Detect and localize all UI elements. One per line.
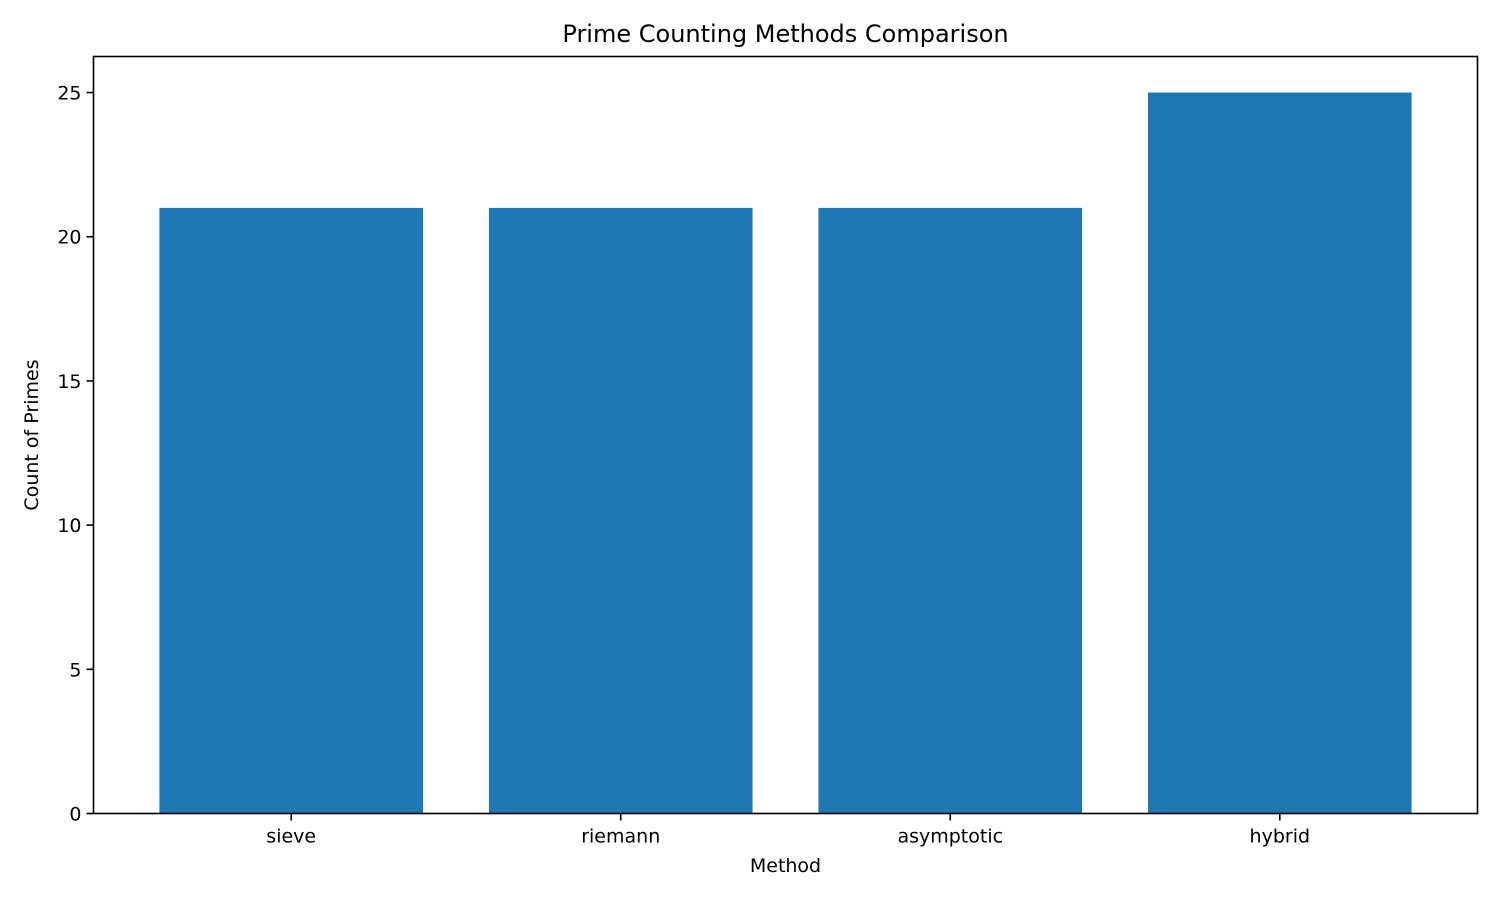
y-tick-label: 20	[57, 227, 81, 249]
bar-asymptotic	[818, 207, 1083, 814]
y-tick-label: 15	[57, 371, 81, 393]
x-tick-label-sieve: sieve	[266, 826, 316, 848]
y-tick-label: 10	[57, 515, 81, 537]
bar-hybrid	[1147, 92, 1412, 814]
y-axis: 0 5 10 15 20 25	[57, 83, 94, 826]
chart-title: Prime Counting Methods Comparison	[562, 20, 1008, 48]
x-axis-label: Method	[750, 855, 821, 877]
x-tick-label-hybrid: hybrid	[1250, 826, 1311, 848]
y-tick-label: 25	[57, 83, 81, 105]
plot-frame	[92, 55, 1479, 815]
bar-riemann	[488, 207, 753, 814]
bar-sieve	[159, 207, 424, 814]
x-axis: sieve riemann asymptotic hybrid	[266, 813, 1311, 848]
y-axis-label: Count of Primes	[21, 359, 43, 510]
x-tick-label-asymptotic: asymptotic	[897, 826, 1003, 848]
x-tick-label-riemann: riemann	[581, 826, 660, 848]
y-tick-label: 0	[69, 804, 81, 826]
bars-layer	[159, 92, 1412, 814]
y-tick-label: 5	[69, 659, 81, 681]
